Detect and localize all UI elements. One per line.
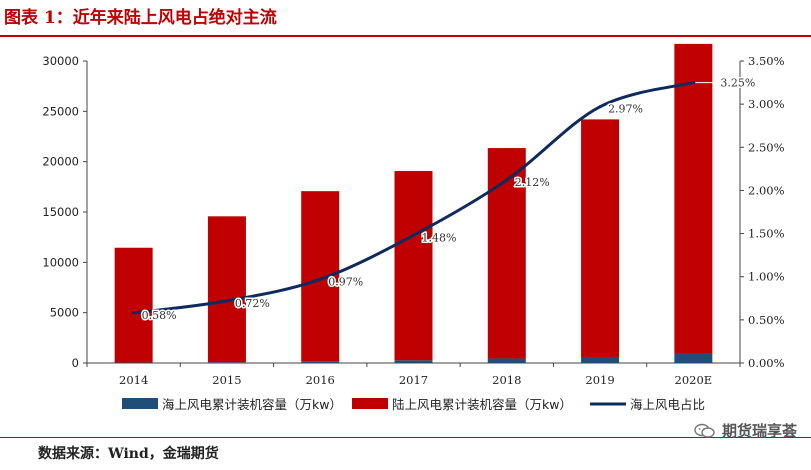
bar-onshore: [581, 119, 620, 357]
point-label: 1.48%: [422, 231, 457, 244]
ratio-point: [505, 178, 509, 182]
y2-tick-label: 1.00%: [748, 270, 785, 284]
y2-tick-label: 3.50%: [748, 54, 785, 68]
watermark: 期货瑞享荟: [694, 420, 797, 441]
point-label: 0.58%: [142, 309, 177, 322]
legend-label: 海上风电累计装机容量（万kw）: [162, 397, 342, 412]
y-tick-label: 0: [72, 356, 79, 370]
y2-tick-label: 0.00%: [748, 356, 785, 370]
bar-offshore: [581, 356, 620, 363]
watermark-text: 期货瑞享荟: [721, 422, 797, 440]
bar-offshore: [487, 358, 526, 363]
bars: [114, 43, 713, 363]
point-label: 3.25%: [720, 77, 755, 90]
legend-label: 陆上风电累计装机容量（万kw）: [392, 397, 572, 412]
legend-swatch: [122, 398, 158, 409]
x-tick-label: 2019: [585, 373, 614, 387]
point-label: 2.97%: [608, 103, 643, 116]
y2-tick-label: 2.50%: [748, 140, 785, 154]
ratio-point: [598, 105, 602, 109]
chart-svg: 0 5000 10000 15000 20000 25000 30000 0.00% 0.50%…: [42, 43, 785, 412]
ratio-point: [225, 299, 229, 303]
ratio-point: [132, 311, 136, 315]
wechat-icon: [694, 423, 715, 438]
y2-tick-label: 3.00%: [748, 97, 785, 111]
y2-tick-label: 2.00%: [748, 183, 785, 197]
figure-title: 图表 1：近年来陆上风电占绝对主流: [4, 8, 277, 28]
x-tick-label: 2018: [492, 373, 521, 387]
y-tick-label: 30000: [42, 54, 79, 68]
footer-divider: [0, 437, 811, 438]
bar-onshore: [394, 171, 433, 361]
bar-offshore: [394, 360, 433, 363]
bar-offshore: [301, 361, 340, 363]
bar-offshore: [207, 362, 246, 363]
ratio-point: [412, 233, 415, 237]
title-divider: [0, 35, 811, 37]
point-label: 0.97%: [328, 275, 363, 288]
bar-onshore: [114, 247, 153, 363]
x-tick-label: 2015: [212, 373, 241, 387]
legend: 海上风电累计装机容量（万kw） 陆上风电累计装机容量（万kw） 海上风电占比: [122, 397, 705, 412]
y-tick-label: 15000: [42, 205, 79, 219]
bar-offshore: [674, 353, 713, 363]
chart: 0 5000 10000 15000 20000 25000 30000 0.00% 0.50%…: [0, 37, 811, 433]
legend-swatch: [352, 398, 388, 409]
point-label: 0.72%: [235, 297, 270, 310]
axes: 0 5000 10000 15000 20000 25000 30000 0.00% 0.50%…: [42, 54, 784, 387]
x-tick-label: 2020E: [675, 373, 713, 387]
bar-onshore: [301, 191, 340, 362]
y-tick-label: 10000: [42, 255, 79, 269]
x-tick-label: 2014: [119, 373, 148, 387]
legend-label: 海上风电占比: [630, 397, 705, 412]
y-tick-label: 20000: [42, 155, 79, 169]
y-tick-label: 25000: [42, 104, 79, 118]
bar-onshore: [674, 43, 713, 354]
ratio-line-group: [132, 81, 695, 315]
x-tick-label: 2016: [306, 373, 335, 387]
y-tick-label: 5000: [50, 306, 79, 320]
point-label: 2.12%: [515, 176, 550, 189]
source-note: 数据来源：Wind，金瑞期货: [38, 446, 219, 462]
ratio-point: [318, 277, 322, 281]
bar-offshore: [114, 362, 153, 363]
ratio-point: [691, 81, 695, 85]
point-labels: 0.58% 0.72% 0.97% 1.48% 2.12% 2.97% 3.25%: [140, 75, 757, 323]
x-tick-label: 2017: [399, 373, 428, 387]
y2-tick-label: 1.50%: [748, 227, 785, 241]
bar-onshore: [487, 148, 526, 359]
y2-tick-label: 0.50%: [748, 313, 785, 327]
bar-onshore: [207, 216, 246, 363]
